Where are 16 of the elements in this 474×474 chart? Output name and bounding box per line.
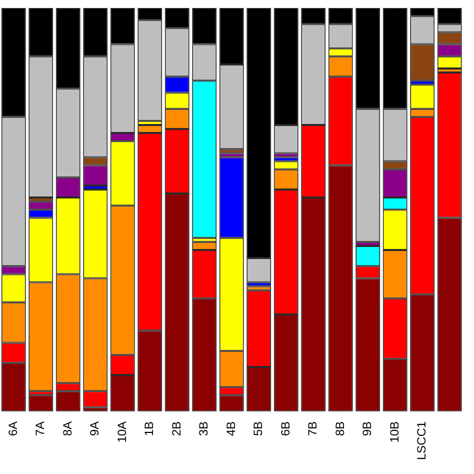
x-tick-label: 10B	[387, 421, 402, 443]
x-tick-label: 2B	[169, 421, 184, 436]
x-tick-label: 6B	[278, 421, 292, 436]
x-tick-label: 7A	[33, 421, 48, 436]
x-tick-label: 9B	[360, 421, 374, 436]
x-tick-label: 8B	[332, 421, 347, 436]
x-tick-label: 3B	[196, 421, 211, 436]
x-tick-label: 9A	[88, 421, 102, 436]
x-tick-label: 1B	[142, 421, 156, 436]
x-tick-label: 8A	[60, 421, 74, 436]
x-tick-label: 7B	[306, 421, 320, 436]
x-tick-label: 5B	[251, 421, 266, 436]
x-tick-label: 10A	[114, 421, 129, 443]
x-tick-label: 6A	[6, 421, 20, 436]
x-tick-label: 4B	[224, 421, 238, 436]
x-tick-label: LSCC1	[414, 420, 429, 460]
